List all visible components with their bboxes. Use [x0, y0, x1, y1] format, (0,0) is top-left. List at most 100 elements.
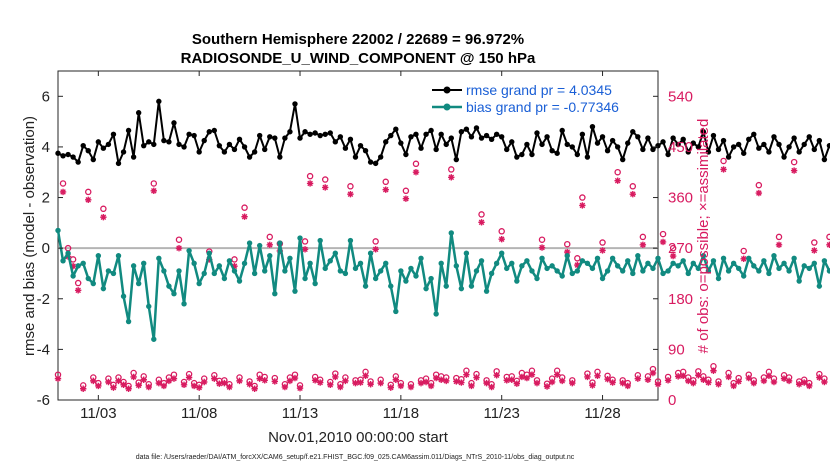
- y-axis-right: 0 90 180 270 360 450 540: [653, 88, 693, 409]
- x-tick-label: 11/13: [282, 405, 318, 422]
- bias-point: [115, 253, 122, 259]
- bias-point: [514, 278, 520, 284]
- bias-point: [241, 260, 248, 267]
- bias-point: [176, 268, 182, 274]
- bias-point: [756, 268, 762, 274]
- obs-assimilated-point: [301, 246, 309, 253]
- bias-point: [776, 265, 782, 272]
- obs-assimilated-point: [659, 238, 667, 246]
- rmse-point: [710, 132, 717, 139]
- obs-assimilated-point: [473, 374, 480, 381]
- bias-point: [75, 263, 81, 269]
- bias-point: [428, 275, 434, 282]
- obs-assimilated-point: [362, 372, 369, 380]
- obs-assimilated-point: [54, 375, 62, 382]
- obs-assimilated-point: [508, 376, 515, 383]
- legend-rmse-marker: [443, 86, 451, 94]
- legend-bias-marker: [443, 103, 451, 111]
- bias-point: [388, 283, 394, 289]
- obs-assimilated-point: [175, 244, 183, 252]
- obs-assimilated-point: [95, 382, 102, 390]
- bias-point: [498, 250, 505, 256]
- bias-point: [135, 280, 142, 287]
- rmse-point: [791, 135, 797, 141]
- bias-point: [55, 227, 61, 234]
- bias-point: [710, 258, 717, 264]
- obs-assimilated-point: [135, 382, 142, 389]
- obs-assimilated-point: [427, 382, 435, 390]
- rmse-point: [771, 134, 777, 140]
- bias-point: [337, 268, 344, 274]
- rmse-point: [388, 132, 394, 139]
- obs-assimilated-point: [327, 381, 334, 389]
- plot-area: [57, 70, 659, 401]
- obs-assimilated-point: [59, 188, 67, 196]
- y2-tick-label: 360: [668, 190, 693, 207]
- bias-point: [262, 268, 268, 274]
- obs-assimilated-point: [664, 377, 672, 384]
- rmse-point: [85, 148, 91, 154]
- bias-point: [60, 258, 66, 264]
- bias-point: [569, 270, 575, 277]
- bias-point: [453, 263, 460, 269]
- y-tick-label: 6: [42, 88, 50, 105]
- rmse-point: [715, 146, 722, 153]
- x-tick-label: 11/23: [483, 405, 519, 422]
- obs-assimilated-point: [785, 377, 793, 385]
- bias-point: [120, 293, 127, 299]
- bias-point: [332, 250, 339, 256]
- y-axis-left: -6 -4 -2 0 2 4 6: [37, 88, 63, 409]
- obs-assimilated-point: [770, 378, 778, 386]
- bias-point: [408, 265, 414, 272]
- obs-assimilated-point: [599, 247, 606, 254]
- bias-point: [383, 260, 389, 267]
- obs-assimilated-point: [165, 377, 173, 385]
- obs-assimilated-point: [478, 219, 485, 226]
- rmse-point: [115, 160, 122, 167]
- obs-assimilated-point: [564, 248, 571, 256]
- obs-possible-point: [826, 233, 830, 241]
- obs-assimilated-point: [816, 374, 823, 381]
- obs-assimilated-point: [140, 376, 147, 383]
- rmse-point: [786, 144, 792, 150]
- bias-point: [786, 268, 792, 274]
- obs-assimilated-point: [407, 383, 415, 391]
- obs-assimilated-point: [674, 373, 682, 380]
- rmse-point: [216, 142, 223, 149]
- bias-point: [579, 258, 586, 264]
- obs-assimilated-point: [417, 379, 425, 387]
- obs-assimilated-point: [387, 384, 394, 391]
- bias-point: [458, 285, 465, 292]
- obs-assimilated-point: [115, 377, 122, 385]
- chart-title-line1: Southern Hemisphere 22002 / 22689 = 96.9…: [192, 31, 524, 48]
- bias-point: [574, 268, 581, 274]
- rmse-point: [821, 156, 828, 163]
- obs-assimilated-point: [226, 383, 233, 391]
- obs-assimilated-point: [85, 196, 92, 203]
- bias-point: [539, 255, 545, 261]
- obs-possible-point: [321, 176, 329, 183]
- rmse-point: [826, 142, 830, 149]
- obs-possible-point: [790, 158, 798, 166]
- bias-point: [529, 268, 535, 274]
- bias-point: [791, 255, 797, 261]
- obs-assimilated-point: [463, 371, 470, 378]
- obs-assimilated-point: [634, 375, 642, 382]
- bias-point: [660, 270, 666, 277]
- bias-point: [544, 265, 550, 272]
- obs-assimilated-point: [715, 381, 722, 388]
- bias-point: [665, 268, 671, 274]
- obs-assimilated-point: [432, 374, 440, 382]
- bias-point: [211, 270, 218, 277]
- rmse-point: [161, 137, 167, 144]
- y-axis-label: rmse and bias (model - observation): [21, 116, 38, 356]
- obs-possible-point: [720, 157, 727, 165]
- rmse-point: [125, 127, 132, 134]
- obs-assimilated-point: [720, 166, 727, 173]
- rmse-point: [635, 134, 641, 140]
- rmse-point: [509, 139, 515, 145]
- obs-assimilated-point: [821, 378, 828, 386]
- obs-assimilated-point: [392, 376, 400, 383]
- x-tick-label: 11/03: [80, 405, 116, 422]
- obs-possible-point: [301, 238, 309, 245]
